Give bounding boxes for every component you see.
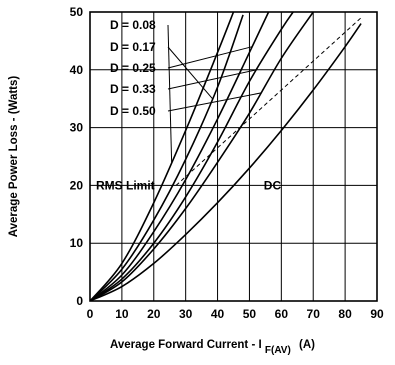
rms-limit-label: RMS Limit <box>96 178 155 192</box>
series-curve-d-0-08 <box>90 12 235 301</box>
series-curve-dc <box>90 23 362 301</box>
legend-label-d-050: D = 0.50 <box>110 104 156 118</box>
duty-cycle-legend: D = 0.08 D = 0.17 D = 0.25 D = 0.33 D = 0.50 <box>110 18 156 118</box>
y-tick-label: 20 <box>70 178 84 192</box>
x-tick-label: 60 <box>275 307 289 321</box>
x-tick-label: 50 <box>243 307 257 321</box>
series-curve-d-0-33 <box>90 12 295 301</box>
x-tick-label: 20 <box>147 307 161 321</box>
y-axis-title: Average Power Loss - (Watts) <box>8 76 20 238</box>
leader-line <box>167 46 213 100</box>
y-tick-label: 30 <box>70 121 84 135</box>
x-axis-title-main: Average Forward Current - I <box>110 339 262 351</box>
tick-labels: 0 10 20 30 40 50 60 70 80 90 0 10 20 30 40 50 <box>70 5 384 321</box>
x-tick-label: 0 <box>87 307 94 321</box>
legend-label-d-025: D = 0.25 <box>110 61 156 75</box>
dc-label: DC <box>264 178 282 192</box>
leader-lines <box>167 24 262 163</box>
series-curve-d-0-25 <box>90 12 270 301</box>
x-tick-label: 70 <box>307 307 321 321</box>
x-tick-label: 40 <box>211 307 225 321</box>
x-tick-label: 10 <box>115 307 129 321</box>
x-axis-title: Average Forward Current - I F(AV) (A) <box>110 339 315 356</box>
plot-frame <box>89 11 378 302</box>
y-tick-label: 0 <box>76 294 83 308</box>
legend-label-d-017: D = 0.17 <box>110 40 156 54</box>
leader-line <box>167 92 262 112</box>
y-tick-label: 10 <box>70 236 84 250</box>
legend-label-d-008: D = 0.08 <box>110 18 156 32</box>
leader-line <box>167 46 253 69</box>
x-axis-title-unit: (A) <box>299 339 315 351</box>
series-curve-d-0-50 <box>90 12 314 301</box>
x-tick-label: 80 <box>338 307 352 321</box>
x-axis-title-subscript: F(AV) <box>265 345 291 356</box>
x-tick-label: 30 <box>179 307 193 321</box>
y-tick-label: 50 <box>70 5 84 19</box>
legend-label-d-033: D = 0.33 <box>110 82 156 96</box>
rms-limit-line <box>175 17 362 186</box>
x-tick-label: 90 <box>370 307 384 321</box>
grid-layer <box>89 11 378 302</box>
y-tick-label: 40 <box>70 63 84 77</box>
leader-line <box>167 69 257 90</box>
leader-line <box>167 24 173 163</box>
